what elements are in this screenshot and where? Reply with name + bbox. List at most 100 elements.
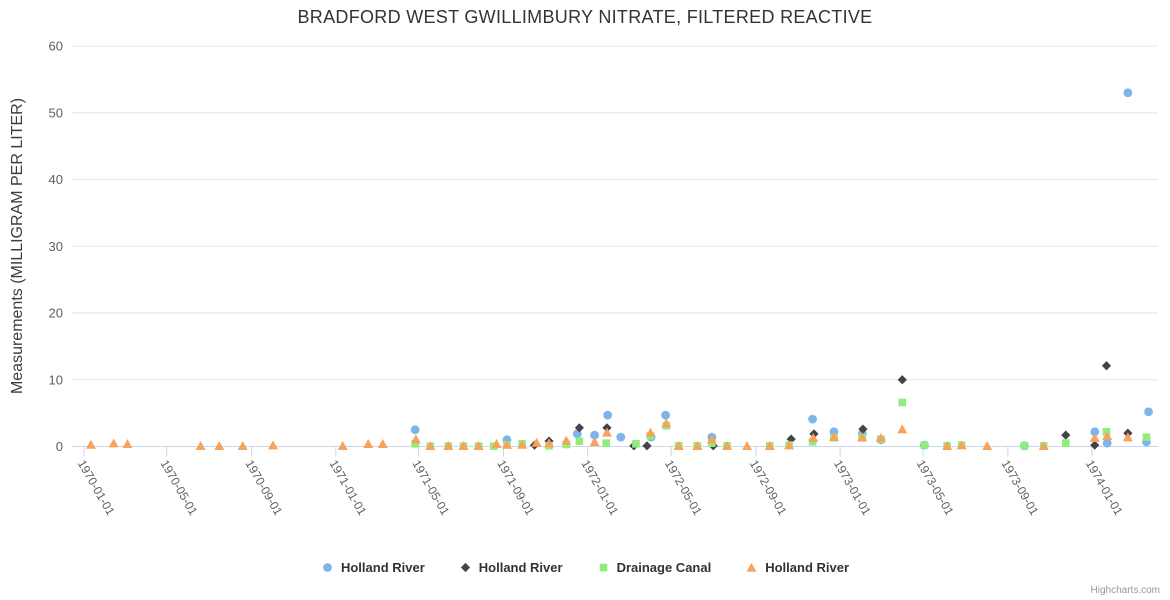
- x-tick-label: 1970-05-01: [158, 458, 201, 518]
- data-point[interactable]: [602, 439, 611, 447]
- data-point[interactable]: [601, 427, 612, 437]
- data-point[interactable]: [956, 440, 967, 450]
- data-point[interactable]: [742, 441, 753, 451]
- data-point[interactable]: [642, 441, 652, 451]
- data-point[interactable]: [589, 437, 600, 447]
- data-point[interactable]: [808, 433, 819, 443]
- data-point[interactable]: [337, 441, 348, 451]
- data-point[interactable]: [661, 418, 672, 428]
- data-point[interactable]: [897, 375, 907, 385]
- x-tick-label: 1972-09-01: [747, 458, 790, 518]
- x-tick-label: 1973-01-01: [831, 458, 874, 518]
- data-point[interactable]: [808, 414, 817, 424]
- data-point[interactable]: [898, 398, 907, 407]
- data-point[interactable]: [268, 440, 279, 450]
- legend-item-1[interactable]: Holland River: [459, 560, 563, 575]
- data-point[interactable]: [1142, 433, 1151, 441]
- data-point[interactable]: [1144, 407, 1153, 417]
- data-point[interactable]: [195, 441, 206, 451]
- legend-item-3[interactable]: Holland River: [745, 560, 849, 575]
- highcharts-credit-link[interactable]: Highcharts.com: [1090, 585, 1160, 596]
- data-point[interactable]: [590, 430, 599, 440]
- x-tick-label: 1970-09-01: [242, 458, 285, 518]
- data-point[interactable]: [616, 432, 626, 442]
- data-point[interactable]: [1123, 88, 1133, 98]
- legend-item-2[interactable]: Drainage Canal: [597, 560, 711, 575]
- data-point[interactable]: [1061, 430, 1071, 440]
- data-point[interactable]: [122, 439, 133, 449]
- data-point[interactable]: [531, 437, 542, 447]
- x-tick-label: 1973-05-01: [914, 458, 957, 518]
- data-point[interactable]: [875, 433, 886, 443]
- data-point[interactable]: [784, 440, 795, 450]
- data-point[interactable]: [561, 435, 572, 445]
- data-point[interactable]: [517, 439, 528, 449]
- data-point[interactable]: [661, 410, 671, 420]
- data-point[interactable]: [425, 441, 436, 451]
- data-point[interactable]: [1090, 427, 1100, 437]
- data-point[interactable]: [575, 437, 584, 445]
- data-point[interactable]: [108, 438, 119, 448]
- data-point[interactable]: [574, 423, 584, 433]
- data-point[interactable]: [706, 434, 717, 444]
- data-point[interactable]: [1122, 432, 1133, 442]
- legend-item-0[interactable]: Holland River: [321, 560, 425, 575]
- circle-marker-icon: [323, 563, 332, 572]
- chart-title: BRADFORD WEST GWILLIMBURY NITRATE, FILTE…: [297, 7, 873, 27]
- y-tick-label: 0: [56, 439, 63, 454]
- data-point[interactable]: [858, 424, 868, 434]
- x-tick-label: 1971-01-01: [327, 458, 370, 518]
- x-tick-label: 1970-01-01: [75, 458, 118, 518]
- data-point[interactable]: [1061, 439, 1070, 447]
- data-point[interactable]: [411, 440, 419, 448]
- data-point[interactable]: [237, 441, 248, 451]
- data-point[interactable]: [377, 439, 388, 449]
- data-point[interactable]: [897, 424, 908, 434]
- data-point[interactable]: [692, 441, 703, 451]
- data-point[interactable]: [214, 441, 225, 451]
- data-point[interactable]: [632, 440, 640, 448]
- data-point[interactable]: [920, 441, 929, 449]
- data-point[interactable]: [1089, 433, 1100, 443]
- y-tick-label: 20: [49, 306, 63, 321]
- data-point[interactable]: [857, 432, 868, 442]
- data-point[interactable]: [1090, 440, 1100, 450]
- data-point[interactable]: [544, 438, 555, 448]
- data-point[interactable]: [410, 425, 420, 435]
- data-point[interactable]: [1102, 428, 1111, 436]
- y-tick-label: 40: [49, 172, 63, 187]
- data-point[interactable]: [1020, 442, 1029, 450]
- data-point[interactable]: [410, 434, 421, 444]
- data-point[interactable]: [942, 441, 953, 451]
- y-axis-labels: 0 10 20 30 40 50 60: [49, 39, 63, 455]
- data-point[interactable]: [764, 441, 775, 451]
- x-tick-label: 1971-05-01: [409, 458, 452, 518]
- data-point[interactable]: [473, 441, 484, 451]
- data-point[interactable]: [1038, 441, 1049, 451]
- square-marker-icon: [599, 563, 607, 572]
- data-point[interactable]: [363, 439, 374, 449]
- data-point[interactable]: [722, 441, 733, 451]
- legend-label: Holland River: [478, 560, 563, 575]
- data-point[interactable]: [809, 429, 819, 439]
- data-point[interactable]: [603, 410, 613, 420]
- y-tick-label: 10: [49, 372, 63, 387]
- data-point[interactable]: [1101, 361, 1112, 371]
- data-point[interactable]: [673, 441, 684, 451]
- data-point[interactable]: [443, 441, 454, 451]
- x-axis-labels: 1970-01-01 1970-05-01 1970-09-01 1971-01-01…: [75, 458, 1126, 518]
- data-point[interactable]: [982, 441, 993, 451]
- triangle-marker-icon: [746, 562, 757, 572]
- data-point[interactable]: [458, 441, 469, 451]
- data-point[interactable]: [645, 427, 656, 437]
- data-point[interactable]: [1102, 438, 1112, 448]
- x-tick-label: 1972-01-01: [578, 458, 621, 518]
- data-point[interactable]: [828, 431, 839, 441]
- data-point[interactable]: [85, 439, 96, 449]
- data-point[interactable]: [501, 439, 512, 449]
- legend-label: Holland River: [765, 560, 850, 575]
- data-point[interactable]: [786, 434, 796, 444]
- data-point[interactable]: [1102, 431, 1113, 441]
- data-point[interactable]: [491, 439, 502, 449]
